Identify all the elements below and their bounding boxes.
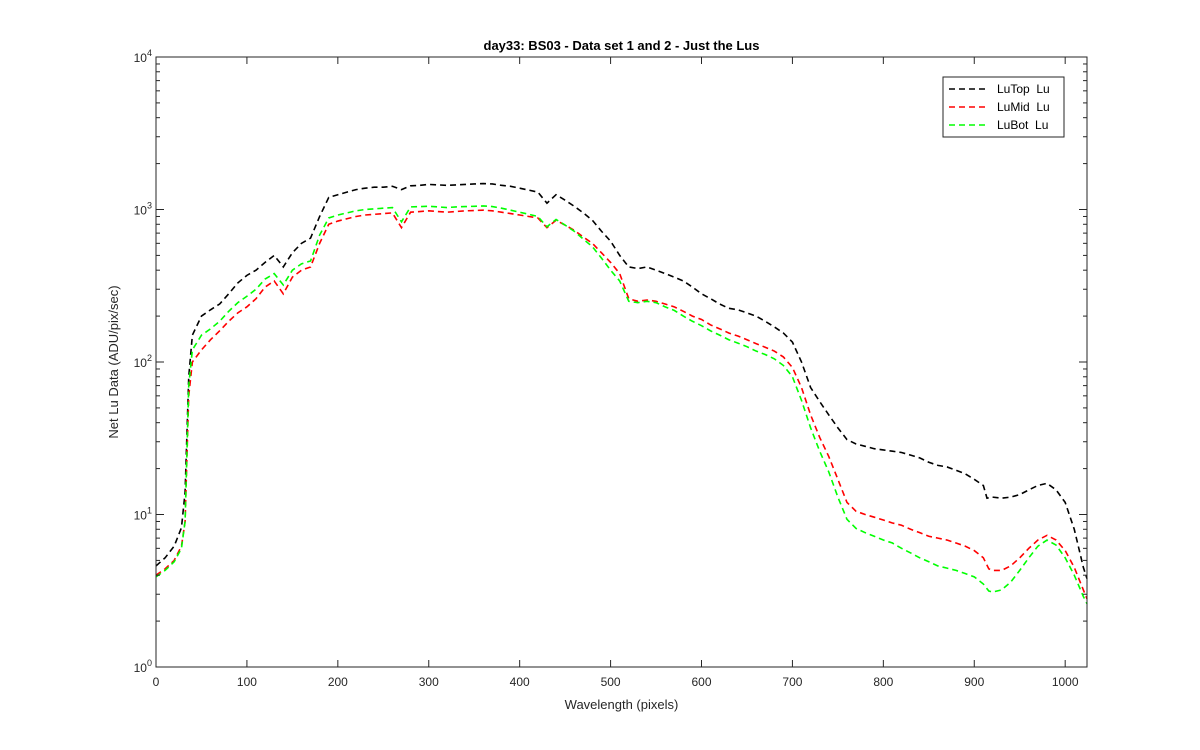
series-layer bbox=[155, 182, 1088, 605]
x-tick-label: 700 bbox=[782, 675, 802, 689]
legend-label: LuBot Lu bbox=[997, 118, 1048, 132]
x-tick-label: 600 bbox=[691, 675, 711, 689]
legend: LuTop Lu LuMid Lu LuBot Lu bbox=[942, 76, 1065, 138]
y-axis: 100 101 102 103 104 bbox=[134, 48, 1087, 675]
plot-area bbox=[156, 57, 1087, 667]
legend-label: LuMid Lu bbox=[997, 100, 1050, 114]
series-line-3 bbox=[155, 205, 1088, 605]
x-tick-label: 200 bbox=[328, 675, 348, 689]
x-tick-label: 300 bbox=[419, 675, 439, 689]
x-tick-label: 100 bbox=[237, 675, 257, 689]
x-tick-label: 800 bbox=[873, 675, 893, 689]
x-axis-label: Wavelength (pixels) bbox=[565, 697, 679, 712]
y-tick-label: 102 bbox=[134, 353, 152, 370]
y-tick-label: 104 bbox=[134, 48, 152, 65]
series-line-2 bbox=[155, 209, 1088, 600]
x-tick-label: 0 bbox=[153, 675, 160, 689]
x-tick-label: 500 bbox=[601, 675, 621, 689]
legend-label: LuTop Lu bbox=[997, 82, 1050, 96]
y-tick-label: 101 bbox=[134, 506, 152, 523]
x-tick-label: 400 bbox=[510, 675, 530, 689]
x-tick-label: 1000 bbox=[1052, 675, 1079, 689]
y-tick-label: 100 bbox=[134, 658, 152, 675]
series-line-1 bbox=[155, 182, 1088, 579]
chart-title: day33: BS03 - Data set 1 and 2 - Just th… bbox=[484, 38, 760, 53]
y-tick-label: 103 bbox=[134, 201, 152, 218]
x-tick-label: 900 bbox=[964, 675, 984, 689]
y-axis-label: Net Lu Data (ADU/pix/sec) bbox=[106, 285, 121, 438]
x-axis: 0 100 200 300 400 500 600 700 800 900 1000 bbox=[153, 57, 1079, 689]
